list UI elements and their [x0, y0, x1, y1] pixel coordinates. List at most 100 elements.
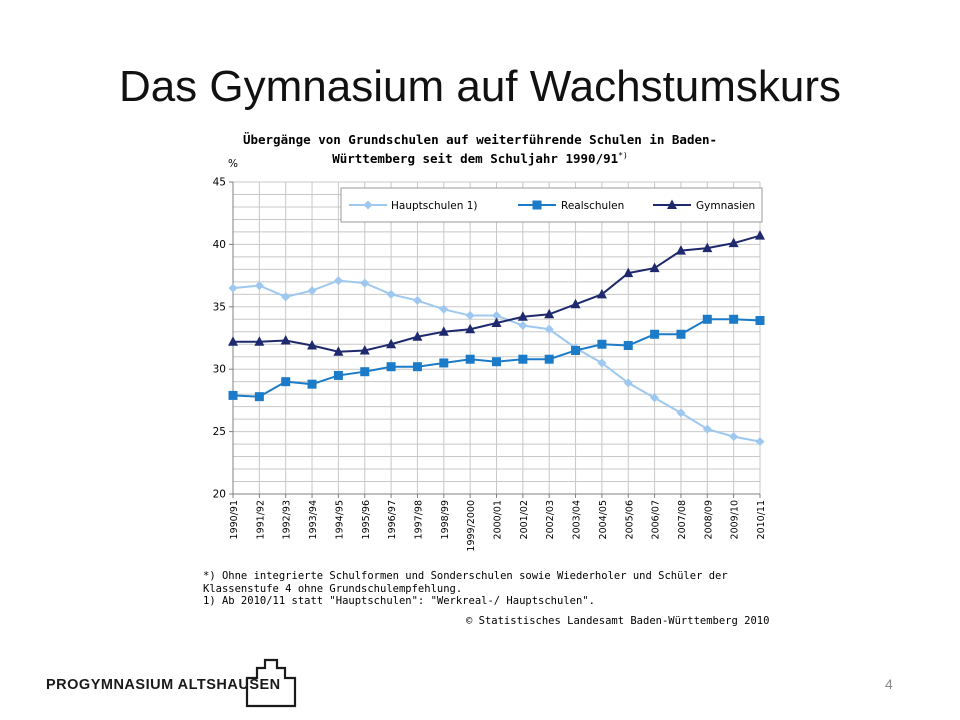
building-icon [245, 658, 297, 708]
x-tick-label: 1999/2000 [466, 500, 477, 552]
data-point-square [360, 367, 370, 377]
data-point-square [650, 329, 660, 339]
data-point-diamond [307, 286, 317, 296]
x-tick-label: 2005/06 [624, 500, 635, 539]
x-tick-label: 2009/10 [730, 500, 741, 539]
data-point-triangle [623, 267, 634, 278]
x-tick-label: 2006/07 [651, 500, 662, 539]
data-point-square [281, 377, 291, 387]
data-point-diamond [518, 321, 528, 331]
school-logo [0, 645, 340, 720]
data-point-diamond [702, 424, 712, 434]
data-point-square [729, 314, 739, 324]
data-point-triangle [728, 237, 739, 248]
data-point-diamond [465, 311, 475, 321]
data-point-diamond [729, 432, 739, 442]
chart-footnotes: *) Ohne integrierte Schulformen und Sond… [203, 570, 728, 607]
x-tick-label: 1991/92 [255, 500, 266, 539]
data-point-triangle [386, 338, 397, 349]
data-point-diamond [650, 393, 660, 403]
data-point-triangle [412, 331, 423, 341]
data-point-diamond [439, 304, 449, 314]
data-point-diamond [254, 281, 264, 291]
data-point-triangle [280, 334, 291, 345]
legend-label: Realschulen [561, 200, 624, 212]
chart-copyright: © Statistisches Landesamt Baden-Württemb… [466, 615, 770, 627]
logo-text: PROGYMNASIUM ALTSHAUSEN [46, 677, 281, 693]
x-tick-label: 2001/02 [519, 500, 530, 539]
chart-title-line-2: Württemberg seit dem Schuljahr 1990/91 [332, 151, 619, 167]
legend-marker-triangle [667, 199, 677, 209]
data-point-square [228, 390, 238, 400]
data-point-square [307, 379, 317, 389]
x-tick-label: 1992/93 [282, 500, 293, 539]
data-point-diamond [386, 289, 396, 299]
x-tick-label: 2000/01 [493, 500, 504, 539]
data-point-triangle [438, 326, 449, 336]
data-point-diamond [492, 311, 501, 321]
data-point-square [676, 329, 686, 339]
data-point-diamond [281, 292, 291, 302]
data-point-triangle [649, 262, 660, 273]
data-point-square [597, 339, 607, 349]
data-point-square [544, 354, 554, 364]
x-tick-label: 1997/98 [413, 500, 424, 539]
data-point-triangle [570, 298, 581, 309]
line-chart: 20 25 30 35 40 45% 1990/91 1991/92 1992/93 1993/9… [213, 158, 767, 552]
legend-marker-square [532, 200, 542, 210]
data-point-triangle [596, 288, 607, 299]
data-point-square [386, 362, 396, 372]
data-point-triangle [465, 323, 476, 334]
x-tick-label: 2002/03 [545, 500, 556, 539]
data-point-square [571, 345, 581, 355]
data-point-triangle [359, 344, 370, 355]
data-point-triangle [517, 311, 528, 321]
y-tick-label: 25 [213, 426, 226, 438]
data-point-diamond [360, 278, 370, 288]
x-tick-label: 1998/99 [440, 500, 451, 539]
x-tick-label: 1996/97 [387, 500, 398, 539]
x-tick-label: 1995/96 [361, 500, 372, 539]
data-point-square [518, 354, 528, 364]
data-point-diamond [755, 437, 765, 447]
data-point-square [755, 316, 765, 326]
data-point-square [492, 357, 501, 367]
x-tick-label: 2004/05 [598, 500, 609, 539]
data-point-square [702, 314, 712, 324]
x-tick-label: 2008/09 [703, 500, 714, 539]
y-tick-label: 45 [213, 177, 226, 189]
x-tick-label: 1993/94 [308, 500, 319, 539]
data-point-diamond [623, 378, 633, 388]
x-tick-label: 2003/04 [572, 500, 583, 539]
data-point-triangle [307, 339, 318, 350]
data-point-square [439, 358, 449, 368]
chart-title-line-1: Übergänge von Grundschulen auf weiterfüh… [242, 132, 718, 147]
data-point-triangle [491, 317, 502, 328]
page-number: 4 [885, 676, 893, 692]
x-tick-label: 2010/11 [756, 500, 767, 539]
data-point-diamond [228, 283, 238, 293]
data-point-triangle [702, 242, 713, 253]
data-point-square [333, 370, 343, 380]
data-point-square [412, 362, 422, 372]
x-tick-label: 2007/08 [677, 500, 688, 539]
y-tick-label: 35 [213, 301, 226, 313]
y-tick-label: 20 [213, 489, 226, 501]
y-tick-label: 40 [213, 239, 226, 251]
data-point-square [623, 340, 633, 350]
x-tick-label: 1990/91 [229, 500, 240, 539]
chart-title: Übergänge von Grundschulen auf weiterfüh… [175, 132, 785, 167]
y-tick-label: 30 [213, 364, 226, 376]
data-point-triangle [228, 336, 238, 346]
slide-title: Das Gymnasium auf Wachstumskurs [118, 62, 842, 111]
legend-marker-diamond [363, 200, 373, 210]
data-point-triangle [755, 230, 765, 240]
data-point-triangle [675, 245, 686, 255]
data-point-diamond [333, 276, 343, 286]
data-point-triangle [544, 308, 555, 319]
legend-label: Hauptschulen 1) [391, 200, 477, 212]
data-point-diamond [676, 408, 686, 418]
legend-label: Gymnasien [696, 200, 755, 212]
data-point-square [465, 354, 475, 364]
data-point-triangle [333, 346, 344, 356]
